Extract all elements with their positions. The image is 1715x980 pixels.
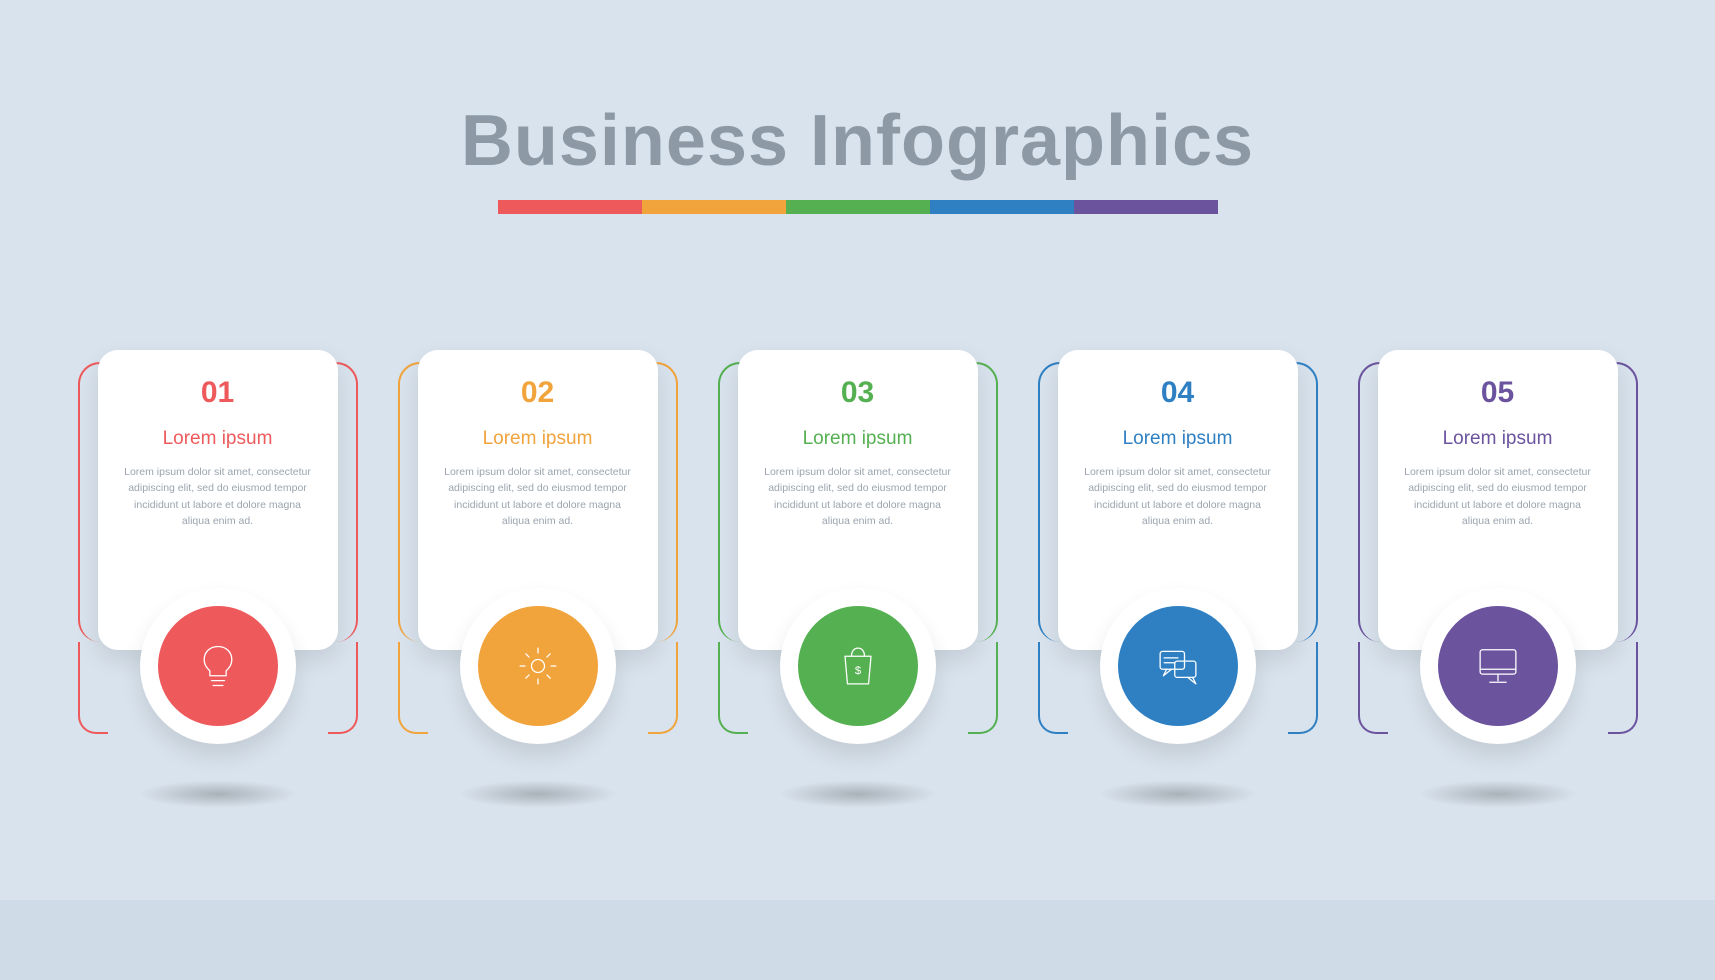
step-card: 03 Lorem ipsum Lorem ipsum dolor sit ame… [718, 350, 998, 780]
underline-segment [498, 200, 642, 214]
step-drop-shadow [1418, 780, 1578, 808]
underline-segment [930, 200, 1074, 214]
step-drop-shadow [778, 780, 938, 808]
underline-segment [1074, 200, 1218, 214]
monitor-icon [1438, 606, 1558, 726]
underline-segment [642, 200, 786, 214]
page-title: Business Infographics [461, 100, 1254, 182]
chat-icon [1118, 606, 1238, 726]
step-outline-leg [718, 642, 748, 734]
step-number: 04 [1082, 376, 1274, 410]
page-bottom-strip [0, 900, 1715, 980]
step-drop-shadow [1098, 780, 1258, 808]
step-outline-leg [1288, 642, 1318, 734]
step-outline-leg [1608, 642, 1638, 734]
step-heading: Lorem ipsum [122, 428, 314, 450]
step-body: Lorem ipsum dolor sit amet, consectetur … [122, 464, 314, 529]
step-heading: Lorem ipsum [762, 428, 954, 450]
step-outline-leg [398, 642, 428, 734]
step-body: Lorem ipsum dolor sit amet, consectetur … [762, 464, 954, 529]
lightbulb-icon [158, 606, 278, 726]
step-number: 05 [1402, 376, 1594, 410]
step-outline-leg [1038, 642, 1068, 734]
shopping-bag-icon [798, 606, 918, 726]
step-card: 04 Lorem ipsum Lorem ipsum dolor sit ame… [1038, 350, 1318, 780]
step-card: 01 Lorem ipsum Lorem ipsum dolor sit ame… [78, 350, 358, 780]
step-outline-leg [648, 642, 678, 734]
step-outline-leg [78, 642, 108, 734]
step-body: Lorem ipsum dolor sit amet, consectetur … [1082, 464, 1274, 529]
step-outline-leg [968, 642, 998, 734]
step-card: 05 Lorem ipsum Lorem ipsum dolor sit ame… [1358, 350, 1638, 780]
title-block: Business Infographics [0, 100, 1715, 214]
step-outline-leg [328, 642, 358, 734]
step-card: 02 Lorem ipsum Lorem ipsum dolor sit ame… [398, 350, 678, 780]
step-drop-shadow [458, 780, 618, 808]
steps-row: 01 Lorem ipsum Lorem ipsum dolor sit ame… [0, 350, 1715, 780]
underline-segment [786, 200, 930, 214]
step-heading: Lorem ipsum [1082, 428, 1274, 450]
step-outline-leg [1358, 642, 1388, 734]
step-heading: Lorem ipsum [1402, 428, 1594, 450]
step-heading: Lorem ipsum [442, 428, 634, 450]
step-number: 02 [442, 376, 634, 410]
gear-icon [478, 606, 598, 726]
step-body: Lorem ipsum dolor sit amet, consectetur … [442, 464, 634, 529]
step-body: Lorem ipsum dolor sit amet, consectetur … [1402, 464, 1594, 529]
step-drop-shadow [138, 780, 298, 808]
step-number: 03 [762, 376, 954, 410]
title-underline [498, 200, 1218, 214]
step-number: 01 [122, 376, 314, 410]
